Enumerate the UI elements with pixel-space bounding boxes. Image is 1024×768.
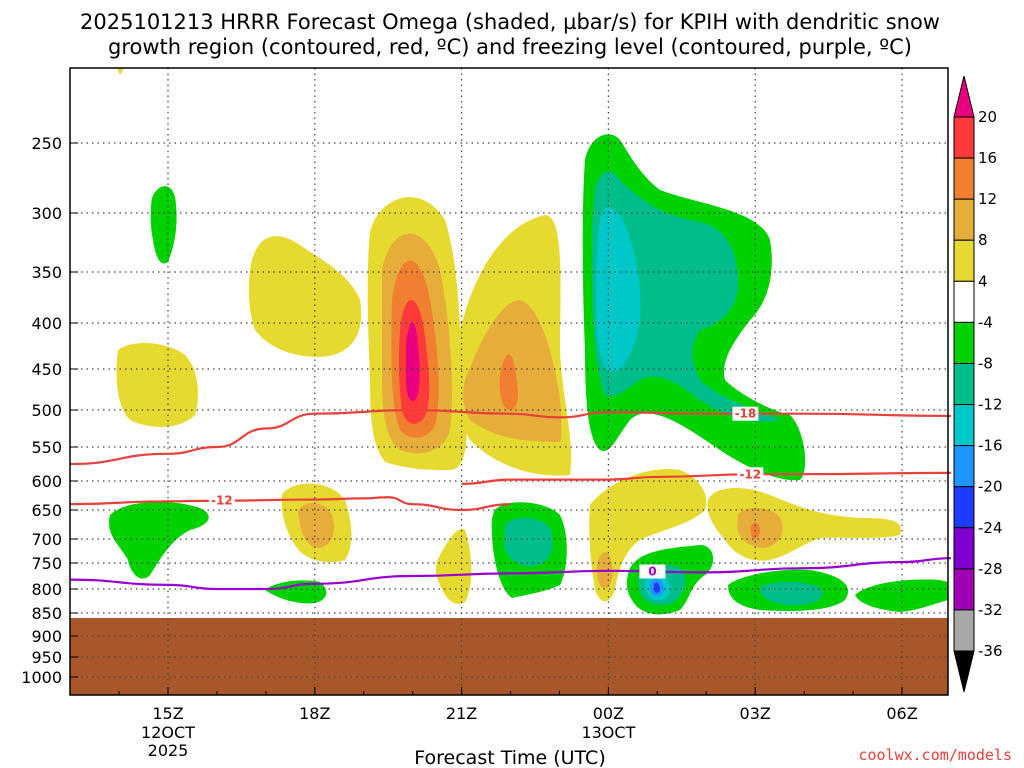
colorbar-band [953,116,975,159]
y-tick-label: 600 [31,472,62,491]
omega-region-downward-green-15z-low [109,501,209,579]
omega-shading [109,68,948,615]
x-tick-sublabel: 12OCT [141,723,195,742]
contour-label-bg [208,493,235,508]
omega-region-upward-orange-22z [499,354,518,410]
y-tick-label: 250 [31,134,62,153]
y-tick-label: 450 [31,360,62,379]
ground-below-surface [70,618,948,695]
y-axis-pressure: 250 300 350 400 450 500 550 600 650 700 750 800 850 9… [21,134,78,687]
colorbar-label: 8 [978,231,988,249]
x-tick-label: 03Z [740,704,771,723]
omega-region-downward-green-06z-low [855,579,948,612]
colorbar-label: 16 [978,149,997,167]
colorbar-label: 20 [978,108,997,126]
omega-region-upward-yellow-21z-low [435,529,472,604]
horizontal-gridlines [70,142,948,678]
plot-area: -18 -12 -12 0 [69,67,951,696]
vertical-gridlines [167,68,903,695]
x-tick-label: 00Z [593,704,624,723]
omega-region-upward-amber-03z-low [737,507,783,548]
colorbar-label: -16 [978,437,1003,455]
contour-label-bg [639,564,666,579]
colorbar-band [953,527,975,570]
colorbar-label: -28 [978,560,1003,578]
contour-dgz-bottom-a [70,496,511,512]
omega-region-upward-yellow-00z-low [589,469,707,602]
omega-region-downward-teal-00z [592,171,780,422]
x-tick-sublabel: 13OCT [581,723,635,742]
omega-region-downward-cyan-00z [596,207,641,372]
omega-region-downward-teal-22z-low [504,517,553,567]
omega-region-upward-yellow-17z [248,236,362,357]
colorbar-label: -36 [978,642,1003,660]
contour-label-bg [732,406,759,421]
colorbar-band [953,568,975,611]
contour-dgz-bottom-b [461,471,951,485]
colorbar-band [953,321,975,364]
colorbar-label: 4 [978,272,988,290]
colorbar-band [953,609,975,652]
colorbar-label: -8 [978,354,993,372]
y-tick-label: 700 [31,530,62,549]
omega-region-upward-yellow-top [117,68,124,75]
contour-label: 0 [648,565,656,579]
omega-region-downward-green-15z-top [150,186,177,264]
x-tick-label: 18Z [299,704,330,723]
contour-label: -12 [211,494,233,508]
x-axis-label: Forecast Time (UTC) [414,747,605,768]
y-tick-label: 1000 [21,668,62,687]
x-tick-label: 21Z [446,704,477,723]
contour-label: -12 [739,467,761,481]
omega-region-downward-green-18z-low [265,580,327,604]
y-tick-label: 350 [31,263,62,282]
colorbar-band [953,239,975,282]
colorbar-label: -32 [978,601,1003,619]
omega-region-downward-darkblue-01z-low [654,582,660,593]
y-tick-label: 650 [31,501,62,520]
colorbar-bottom-triangle [953,650,975,693]
y-tick-label: 800 [31,580,62,599]
colorbar-band [953,362,975,406]
colorbar-band [953,445,975,488]
omega-region-downward-teal-03z-low [760,581,823,605]
contour-label: -18 [735,407,757,421]
omega-region-upward-amber-18z-low [298,503,335,548]
y-tick-label: 900 [31,627,62,646]
temperature-contours: -18 -12 -12 0 [70,406,951,591]
y-tick-label: 750 [31,554,62,573]
y-tick-label: 850 [31,604,62,623]
colorbar-label: -4 [978,313,993,331]
colorbar-band [953,198,975,241]
y-tick-label: 300 [31,204,62,223]
colorbar-band [953,486,975,529]
credit-text: coolwx.com/models [858,746,1012,764]
y-tick-label: 950 [31,648,62,667]
y-tick-label: 500 [31,401,62,420]
x-tick-label: 06Z [886,704,917,723]
colorbar-band [953,280,975,323]
contour-label-bg [737,467,764,482]
chart-title-line-1: 2025101213 HRRR Forecast Omega (shaded, … [80,10,940,34]
colorbar-label: -24 [978,519,1003,537]
omega-region-upward-yellow-15z [116,343,198,427]
plot-frame [69,67,949,696]
colorbar-label: -20 [978,478,1003,496]
omega-region-upward-magenta-20z [406,322,420,401]
y-tick-label: 400 [31,314,62,333]
y-tick-label: 550 [31,438,62,457]
colorbar: 20 16 12 8 4 -4 -8 -12 -16 -20 -24 -28 -32 -36 [953,75,1003,693]
colorbar-label: -12 [978,396,1003,414]
colorbar-band [953,404,975,447]
x-tick-sublabel: 2025 [148,741,189,760]
chart-title-line-2: growth region (contoured, red, ºC) and f… [108,35,912,59]
x-tick-label: 15Z [152,704,183,723]
colorbar-top-triangle [953,75,975,118]
colorbar-band [953,157,975,200]
contour-freezing-level [70,557,951,591]
colorbar-label: 12 [978,190,997,208]
